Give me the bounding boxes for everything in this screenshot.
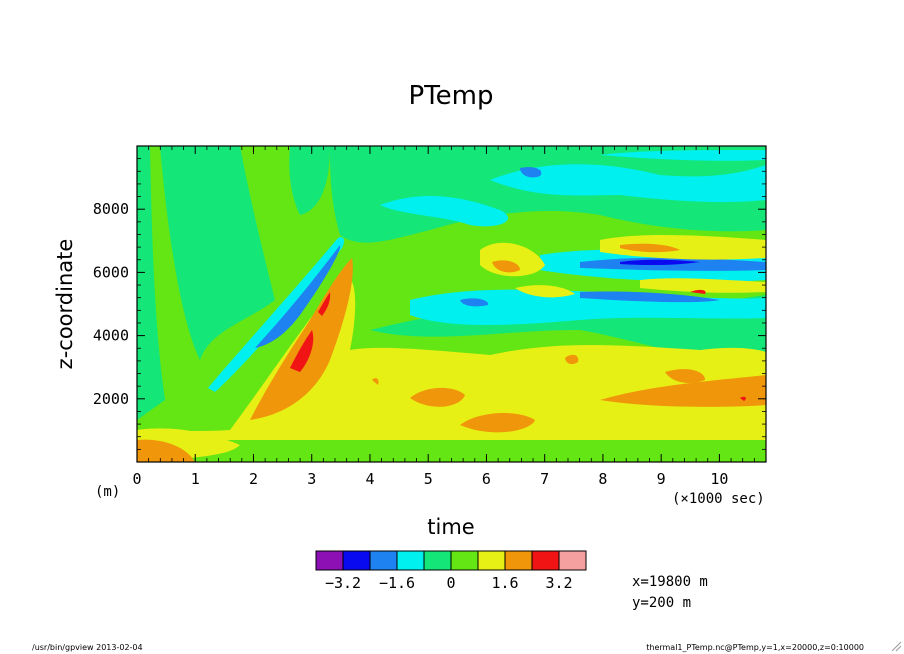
x-tick-label: 0 (132, 470, 141, 488)
y-tick-label: 2000 (93, 390, 129, 408)
region-upper-left-green (160, 146, 275, 360)
colorbar-swatch (423, 550, 452, 571)
region-yellow-4 (640, 278, 766, 293)
colorbar-tick-label: −3.2 (325, 574, 361, 592)
region-top-band-green (330, 146, 766, 243)
colorbar-swatch (315, 550, 344, 571)
chart-title: PTemp (409, 81, 494, 111)
colorbar: −3.2 −1.6 0 1.6 3.2 (315, 550, 587, 592)
y-axis-label: z-coordinate (53, 239, 77, 370)
x-tick-label: 2 (249, 470, 258, 488)
colorbar-swatch (450, 550, 479, 571)
x-tick-label: 7 (540, 470, 549, 488)
region-orange-4 (460, 413, 535, 433)
y-axis: 2000 4000 6000 8000 (93, 158, 766, 450)
region-left-edge-green (137, 146, 165, 420)
x-tick-label: 3 (307, 470, 316, 488)
region-red-speck (740, 396, 746, 401)
colorbar-swatch (558, 550, 587, 571)
colorbar-swatch (504, 550, 533, 571)
colorbar-tick-label: −1.6 (379, 574, 415, 592)
heatmap-field (137, 146, 766, 462)
region-cyan-1 (380, 195, 509, 227)
x-tick-label: 6 (482, 470, 491, 488)
region-orange-2 (620, 243, 680, 253)
region-deep-blue (620, 259, 700, 266)
y-axis-unit: (m) (95, 484, 120, 500)
colorbar-tick-label: 0 (446, 574, 455, 592)
x-tick-label: 5 (424, 470, 433, 488)
y-tick-label: 8000 (93, 200, 129, 218)
colorbar-swatch (531, 550, 560, 571)
region-orange-5 (600, 375, 766, 407)
footer-left: /usr/bin/gpview 2013-02-04 (32, 643, 143, 652)
region-bottom-left-orange (137, 439, 195, 462)
x-tick-label: 1 (191, 470, 200, 488)
region-orange-1 (492, 260, 520, 273)
region-cyan-3 (600, 150, 766, 161)
x-tick-label: 8 (598, 470, 607, 488)
x-axis: 0 1 2 3 4 5 6 7 8 9 10 (132, 146, 767, 488)
region-red-speck-2 (690, 289, 706, 294)
region-orange-6 (565, 354, 579, 365)
region-orange-8 (372, 378, 379, 385)
colorbar-swatch (396, 550, 425, 571)
region-cyan-2 (490, 164, 766, 203)
resize-grip-icon[interactable] (890, 640, 902, 652)
region-bottom-green (137, 440, 766, 462)
x-tick-label: 9 (657, 470, 666, 488)
colorbar-swatch (342, 550, 371, 571)
y-tick-label: 4000 (93, 327, 129, 345)
y-tick-label: 6000 (93, 263, 129, 281)
region-orange-7 (665, 369, 705, 384)
region-cool-band (208, 237, 345, 392)
region-top-green (289, 146, 330, 215)
annotation-y: y=200 m (632, 595, 691, 611)
colorbar-tick-label: 1.6 (491, 574, 518, 592)
x-tick-label: 10 (710, 470, 728, 488)
region-blue-3 (460, 298, 489, 307)
colorbar-tick-label: 3.2 (545, 574, 572, 592)
x-axis-label: time (427, 515, 474, 539)
colorbar-swatch (369, 550, 398, 571)
region-blue-2 (520, 167, 542, 178)
x-axis-unit: (×1000 sec) (672, 491, 765, 507)
region-warm-core (290, 330, 314, 372)
region-yellow-3 (515, 285, 575, 298)
field-blobs (137, 146, 766, 462)
region-warm-core-2 (318, 292, 331, 316)
region-blue-4 (580, 291, 720, 303)
region-orange-3 (410, 387, 465, 407)
colorbar-swatch (477, 550, 506, 571)
footer-right: thermal1_PTemp.nc@PTemp,y=1,x=20000,z=0:… (646, 643, 864, 652)
region-yellow-2 (600, 235, 766, 260)
annotation-x: x=19800 m (632, 574, 708, 590)
x-tick-label: 4 (365, 470, 374, 488)
